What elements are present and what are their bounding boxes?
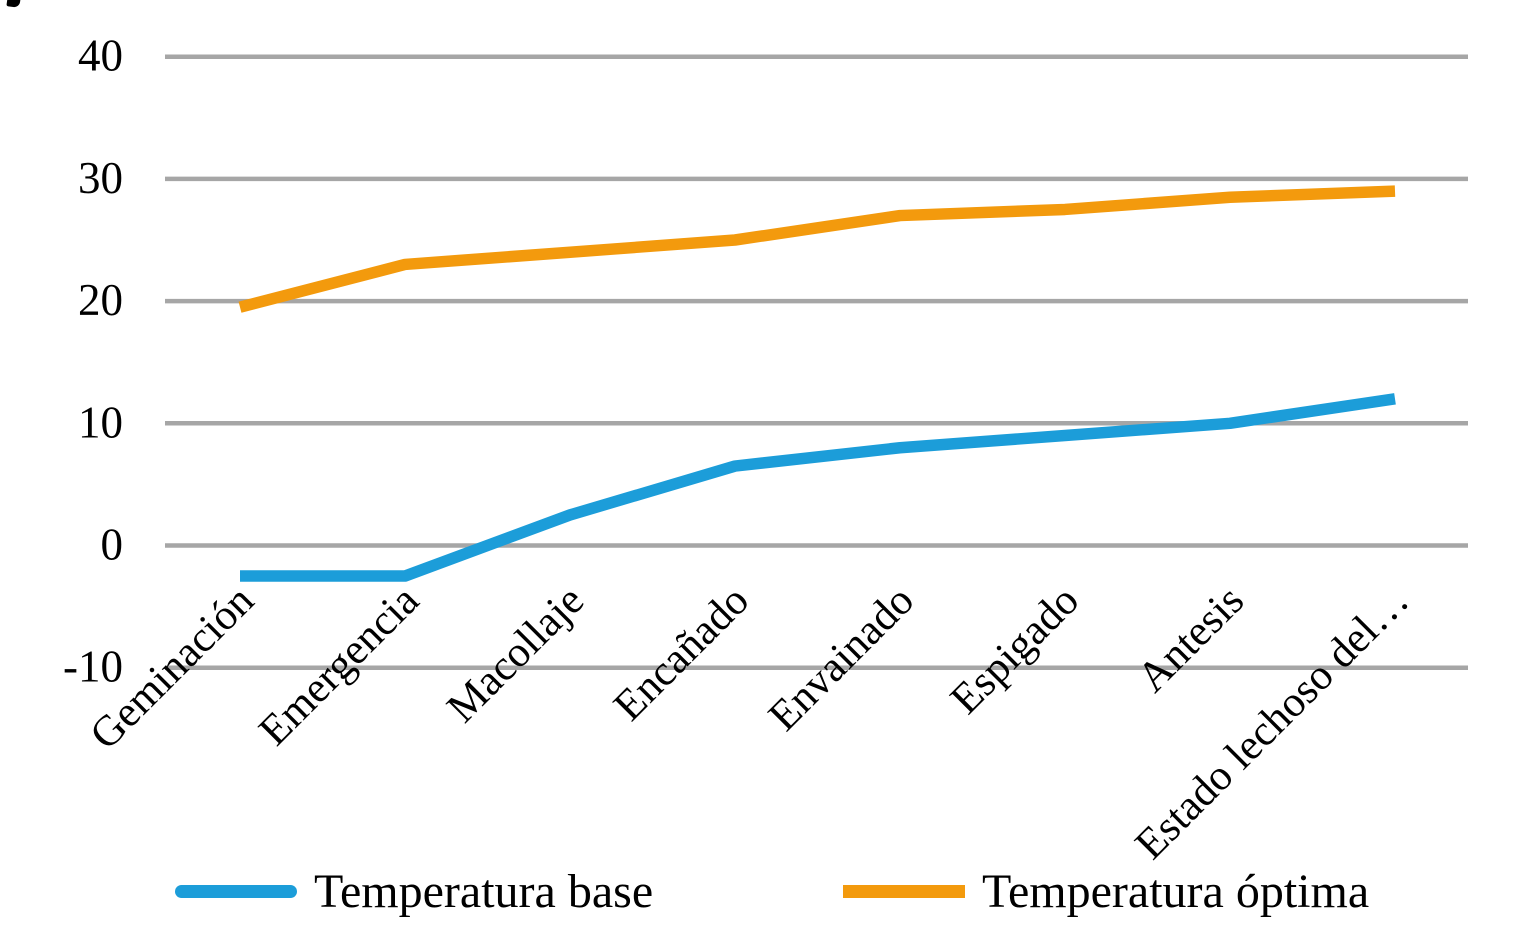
legend-item-temperatura-base: Temperatura base: [175, 858, 653, 924]
legend-item-temperatura-optima: Temperatura óptima: [843, 858, 1369, 924]
legend-label-temperatura-base: Temperatura base: [314, 864, 654, 918]
legend-swatch-temperatura-optima: [843, 884, 965, 898]
x-axis-category-label-5: Envainado: [760, 577, 923, 740]
x-axis-category-label-7: Antesis: [1129, 577, 1253, 701]
series-line-temperatura-optima: [238, 185, 1396, 313]
series-group: [238, 185, 1396, 582]
gridlines-group: [165, 54, 1468, 670]
legend-swatch-temperatura-base: [175, 884, 297, 898]
y-axis-tick-label-10: 10: [78, 397, 123, 447]
x-axis-category-label-3: Macollaje: [438, 577, 593, 732]
y-axis-tick-label-30: 30: [78, 153, 123, 203]
x-axis-category-label-8: Estado lechoso del…: [1126, 577, 1418, 869]
x-axis-category-label-6: Espigado: [942, 577, 1088, 723]
y-axis-tick-label--10: -10: [63, 642, 123, 692]
series-line-temperatura-base: [240, 393, 1396, 582]
y-axis-tick-label-0: 0: [101, 520, 124, 570]
y-axis-tick-label-20: 20: [78, 275, 123, 325]
x-axis-category-label-4: Encañado: [605, 577, 758, 730]
y-axis-labels-group: 40 30 20 10 0 -10: [63, 31, 123, 692]
y-axis-tick-label-40: 40: [78, 31, 123, 81]
chart-legend: Temperatura base Temperatura óptima: [0, 858, 1523, 928]
legend-label-temperatura-optima: Temperatura óptima: [982, 864, 1370, 918]
